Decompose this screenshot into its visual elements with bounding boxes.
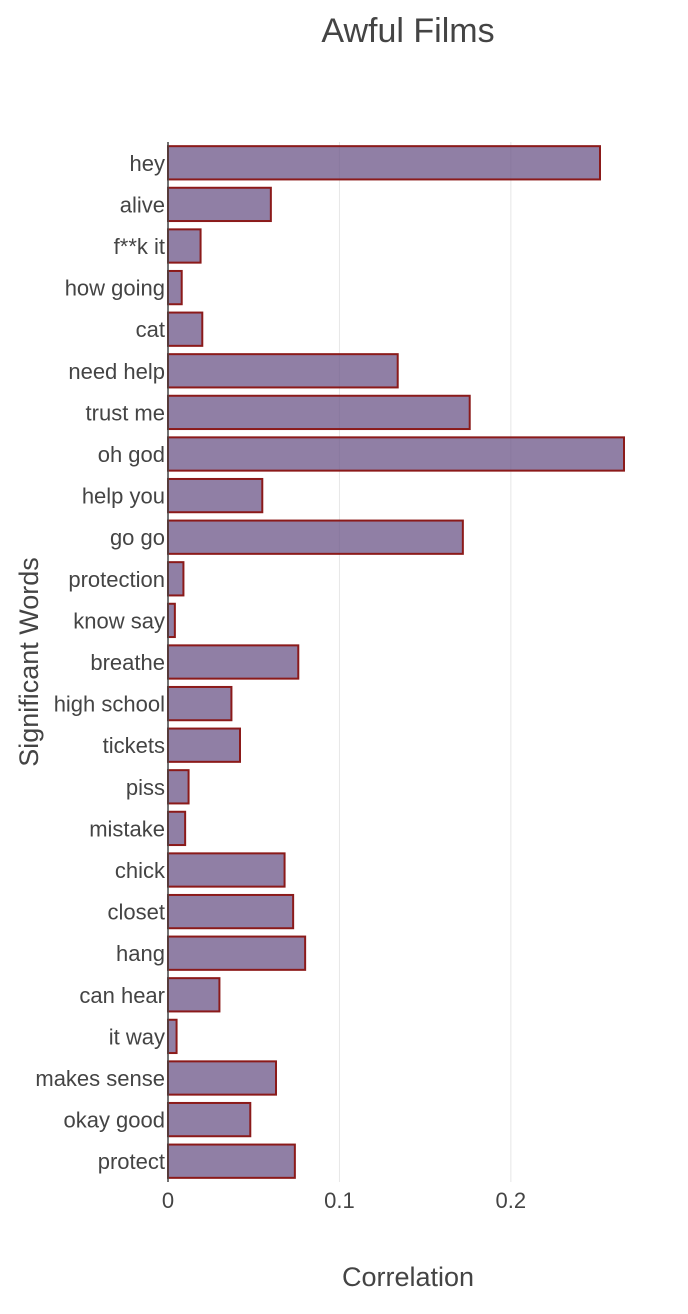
chart-title: Awful Films bbox=[321, 12, 494, 50]
bar-protect bbox=[167, 1143, 296, 1179]
y-tick-label: okay good bbox=[63, 1108, 165, 1133]
y-tick-label: alive bbox=[120, 192, 165, 217]
bar-how-going bbox=[167, 269, 183, 306]
bar-hey bbox=[167, 145, 601, 181]
y-tick-label: hey bbox=[130, 151, 165, 176]
bar-f-k-it bbox=[167, 228, 202, 264]
bars bbox=[167, 145, 625, 1179]
y-tick-label: go go bbox=[110, 525, 165, 550]
y-tick-label: tickets bbox=[103, 733, 165, 758]
bar-tickets bbox=[167, 727, 241, 763]
y-tick-label: hang bbox=[116, 941, 165, 966]
y-tick-label: know say bbox=[73, 608, 165, 633]
bar-help-you bbox=[167, 477, 264, 514]
bar-cat bbox=[167, 311, 204, 347]
bar-oh-god bbox=[167, 436, 625, 472]
y-tick-label: trust me bbox=[86, 400, 165, 425]
y-tick-label: piss bbox=[126, 775, 165, 800]
bar-alive bbox=[167, 186, 272, 223]
y-tick-labels: hey alive f**k it how going cat need help trus… bbox=[35, 151, 166, 1174]
bar-mistake bbox=[167, 810, 187, 847]
bar-go-go bbox=[167, 519, 464, 555]
bar-breathe bbox=[167, 644, 300, 680]
y-tick-label: cat bbox=[136, 317, 165, 342]
y-tick-label: it way bbox=[109, 1024, 165, 1049]
x-tick-label: 0.1 bbox=[324, 1188, 355, 1213]
x-axis-title: Correlation bbox=[342, 1262, 474, 1292]
y-tick-label: breathe bbox=[90, 650, 165, 675]
bar-piss bbox=[167, 769, 190, 805]
bar-trust-me bbox=[167, 394, 471, 431]
y-tick-label: chick bbox=[115, 858, 166, 883]
bar-hang bbox=[167, 935, 307, 971]
y-tick-label: f**k it bbox=[114, 234, 165, 259]
y-axis-title: Significant Words bbox=[14, 557, 44, 767]
y-tick-label: closet bbox=[108, 900, 165, 925]
bar-makes-sense bbox=[167, 1060, 277, 1096]
y-tick-label: how going bbox=[65, 276, 165, 301]
y-tick-label: protection bbox=[68, 567, 165, 592]
y-tick-label: makes sense bbox=[35, 1066, 165, 1091]
y-tick-label: high school bbox=[54, 692, 165, 717]
x-tick-label: 0 bbox=[162, 1188, 174, 1213]
y-tick-label: need help bbox=[68, 359, 165, 384]
bar-it-way bbox=[167, 1018, 178, 1055]
bar-okay-good bbox=[167, 1101, 252, 1138]
y-tick-label: mistake bbox=[89, 816, 165, 841]
x-tick-labels: 0 0.1 0.2 bbox=[162, 1188, 526, 1213]
y-tick-label: oh god bbox=[98, 442, 165, 467]
bar-high-school bbox=[167, 685, 233, 722]
bar-chick bbox=[167, 852, 286, 888]
bar-know-say bbox=[167, 602, 176, 639]
bar-protection bbox=[167, 561, 185, 597]
y-tick-label: help you bbox=[82, 484, 165, 509]
y-tick-label: protect bbox=[98, 1149, 165, 1174]
bar-need-help bbox=[167, 353, 399, 389]
bar-can-hear bbox=[167, 977, 221, 1013]
grid-lines bbox=[338, 142, 512, 1182]
x-tick-label: 0.2 bbox=[496, 1188, 527, 1213]
y-tick-label: can hear bbox=[79, 983, 165, 1008]
bar-closet bbox=[167, 893, 295, 930]
